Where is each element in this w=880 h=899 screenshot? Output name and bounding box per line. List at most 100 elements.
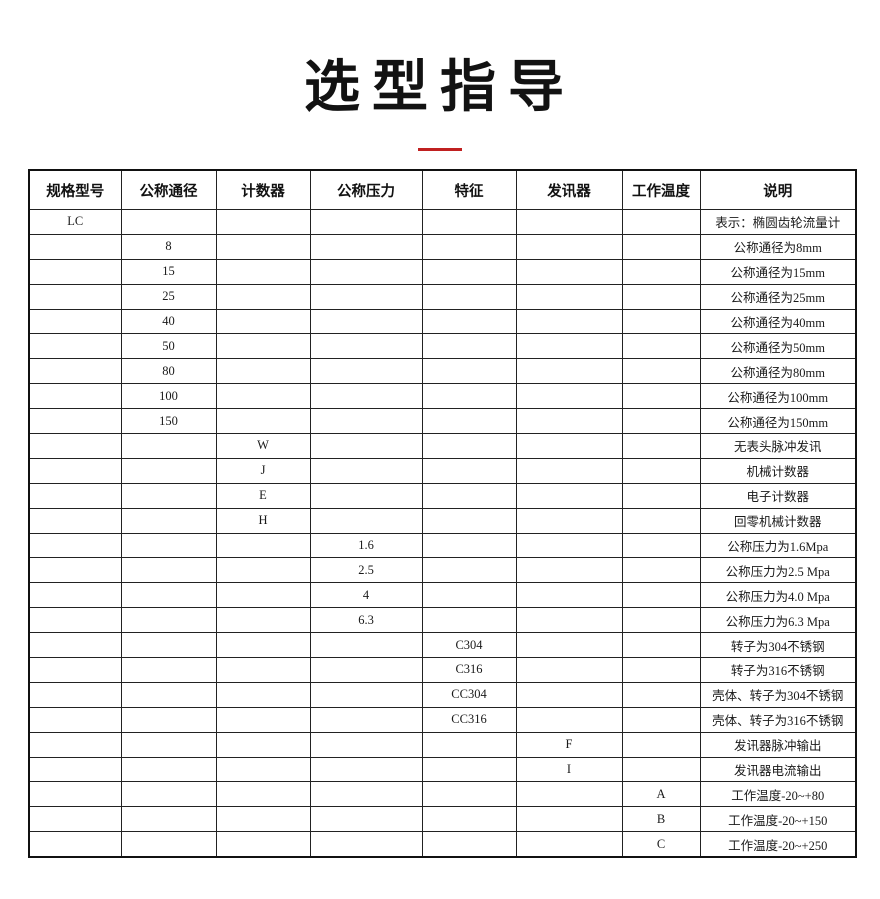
header-description: 说明 (699, 169, 857, 210)
table-cell (120, 532, 217, 559)
table-cell: 150 (120, 408, 217, 435)
table-cell (515, 781, 623, 808)
table-cell (215, 681, 311, 708)
table-cell (621, 756, 701, 783)
table-cell: B (621, 806, 701, 833)
page: 选型指导 规格型号 公称通径 计数器 公称压力 特征 发讯器 工作温度 说明 L… (0, 42, 880, 899)
table-cell (515, 482, 623, 509)
table-cell (28, 507, 122, 534)
table-cell (215, 706, 311, 733)
table-row: J 机械计数器 (28, 457, 857, 484)
table-cell (309, 482, 423, 509)
table-row: 1.6 公称压力为1.6Mpa (28, 532, 857, 559)
table-cell: 25 (120, 283, 217, 310)
table-cell: 50 (120, 333, 217, 360)
table-cell: 100 (120, 383, 217, 410)
table-cell (120, 582, 217, 609)
table-cell (515, 308, 623, 335)
table-cell (120, 706, 217, 733)
table-cell: 转子为316不锈钢 (699, 657, 857, 683)
table-cell (515, 433, 623, 459)
table-cell (421, 831, 517, 858)
table-cell: 转子为304不锈钢 (699, 632, 857, 659)
table-row: 25 公称通径为25mm (28, 283, 857, 310)
table-row: 6.3 公称压力为6.3 Mpa (28, 607, 857, 634)
table-cell: C (621, 831, 701, 858)
table-cell: 40 (120, 308, 217, 335)
table-cell: 公称压力为1.6Mpa (699, 532, 857, 559)
table-cell (515, 706, 623, 733)
table-cell (515, 333, 623, 360)
table-row: H 回零机械计数器 (28, 507, 857, 534)
table-cell: 2.5 (309, 557, 423, 584)
table-cell (309, 706, 423, 733)
header-counter: 计数器 (215, 169, 311, 210)
table-cell (215, 607, 311, 634)
table-cell: 壳体、转子为316不锈钢 (699, 706, 857, 733)
table-row: 50 公称通径为50mm (28, 333, 857, 360)
table-cell (28, 283, 122, 310)
table-cell (28, 358, 122, 385)
table-cell: 1.6 (309, 532, 423, 559)
table-cell (421, 482, 517, 509)
header-working-temperature: 工作温度 (621, 169, 701, 210)
table-cell (309, 209, 423, 235)
table-cell (621, 383, 701, 410)
table-cell: E (215, 482, 311, 509)
table-cell (215, 308, 311, 335)
page-title: 选型指导 (304, 57, 576, 119)
table-cell (309, 457, 423, 484)
table-cell: 工作温度-20~+150 (699, 806, 857, 833)
table-cell: 8 (120, 233, 217, 260)
table-cell: 表示：椭圆齿轮流量计 (699, 209, 857, 235)
table-cell: 壳体、转子为304不锈钢 (699, 681, 857, 708)
table-cell (421, 258, 517, 285)
table-cell (621, 433, 701, 459)
table-row: 40 公称通径为40mm (28, 308, 857, 335)
table-cell (28, 408, 122, 435)
table-cell (309, 731, 423, 758)
table-cell (28, 532, 122, 559)
table-cell: C316 (421, 657, 517, 683)
table-cell (621, 258, 701, 285)
table-cell (28, 333, 122, 360)
table-cell (120, 731, 217, 758)
table-cell (120, 457, 217, 484)
table-row: CC304 壳体、转子为304不锈钢 (28, 681, 857, 708)
table-cell (120, 607, 217, 634)
table-cell (215, 258, 311, 285)
table-cell: 公称通径为25mm (699, 283, 857, 310)
table-cell (215, 408, 311, 435)
table-body: LC 表示：椭圆齿轮流量计 8 公称通径为8mm 15 公称通径为15mm 25 公称通径为2… (28, 209, 857, 858)
table-cell (621, 607, 701, 634)
table-cell: C304 (421, 632, 517, 659)
table-cell (421, 731, 517, 758)
table-cell (28, 557, 122, 584)
table-cell (421, 756, 517, 783)
header-transmitter: 发讯器 (515, 169, 623, 210)
table-cell (120, 657, 217, 683)
table-cell (421, 532, 517, 559)
table-cell (215, 756, 311, 783)
table-cell (28, 706, 122, 733)
table-row: 80 公称通径为80mm (28, 358, 857, 385)
table-cell (309, 806, 423, 833)
header-feature: 特征 (421, 169, 517, 210)
table-cell (215, 333, 311, 360)
table-cell (215, 806, 311, 833)
table-cell (309, 358, 423, 385)
table-cell (28, 308, 122, 335)
table-cell (28, 457, 122, 484)
table-row: I 发讯器电流输出 (28, 756, 857, 783)
table-cell (215, 532, 311, 559)
table-cell (621, 333, 701, 360)
table-cell (421, 457, 517, 484)
table-cell: 机械计数器 (699, 457, 857, 484)
table-cell (515, 681, 623, 708)
table-cell (28, 731, 122, 758)
table-row: E 电子计数器 (28, 482, 857, 509)
table-cell (515, 607, 623, 634)
table-cell: 公称压力为2.5 Mpa (699, 557, 857, 584)
table-row: C 工作温度-20~+250 (28, 831, 857, 858)
table-cell (309, 507, 423, 534)
